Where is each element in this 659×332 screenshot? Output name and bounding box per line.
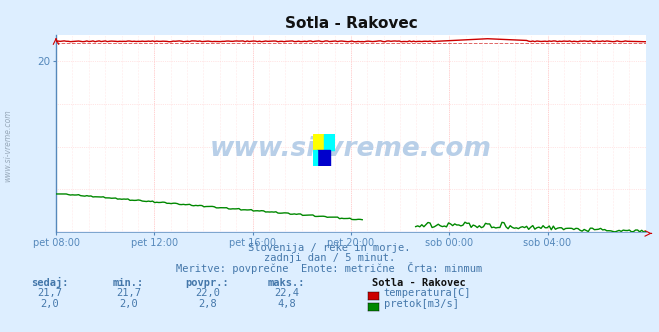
Text: www.si-vreme.com: www.si-vreme.com bbox=[3, 110, 13, 182]
Title: Sotla - Rakovec: Sotla - Rakovec bbox=[285, 16, 417, 31]
Bar bbox=[313, 134, 324, 150]
Text: povpr.:: povpr.: bbox=[186, 278, 229, 288]
Text: 4,8: 4,8 bbox=[277, 299, 296, 309]
Text: pretok[m3/s]: pretok[m3/s] bbox=[384, 299, 459, 309]
Text: 22,4: 22,4 bbox=[274, 288, 299, 298]
Text: 2,0: 2,0 bbox=[40, 299, 59, 309]
Text: Meritve: povprečne  Enote: metrične  Črta: minmum: Meritve: povprečne Enote: metrične Črta:… bbox=[177, 262, 482, 274]
Bar bbox=[324, 134, 335, 150]
Text: maks.:: maks.: bbox=[268, 278, 305, 288]
Bar bbox=[313, 150, 318, 166]
Text: zadnji dan / 5 minut.: zadnji dan / 5 minut. bbox=[264, 253, 395, 263]
Text: sedaj:: sedaj: bbox=[31, 277, 68, 288]
Text: Sotla - Rakovec: Sotla - Rakovec bbox=[372, 278, 466, 288]
Text: Slovenija / reke in morje.: Slovenija / reke in morje. bbox=[248, 243, 411, 253]
Text: 2,0: 2,0 bbox=[119, 299, 138, 309]
Text: 21,7: 21,7 bbox=[37, 288, 62, 298]
Text: temperatura[C]: temperatura[C] bbox=[384, 288, 471, 298]
Text: 22,0: 22,0 bbox=[195, 288, 220, 298]
Text: min.:: min.: bbox=[113, 278, 144, 288]
Text: 21,7: 21,7 bbox=[116, 288, 141, 298]
Text: 2,8: 2,8 bbox=[198, 299, 217, 309]
Bar bbox=[318, 150, 330, 166]
Text: www.si-vreme.com: www.si-vreme.com bbox=[210, 136, 492, 162]
